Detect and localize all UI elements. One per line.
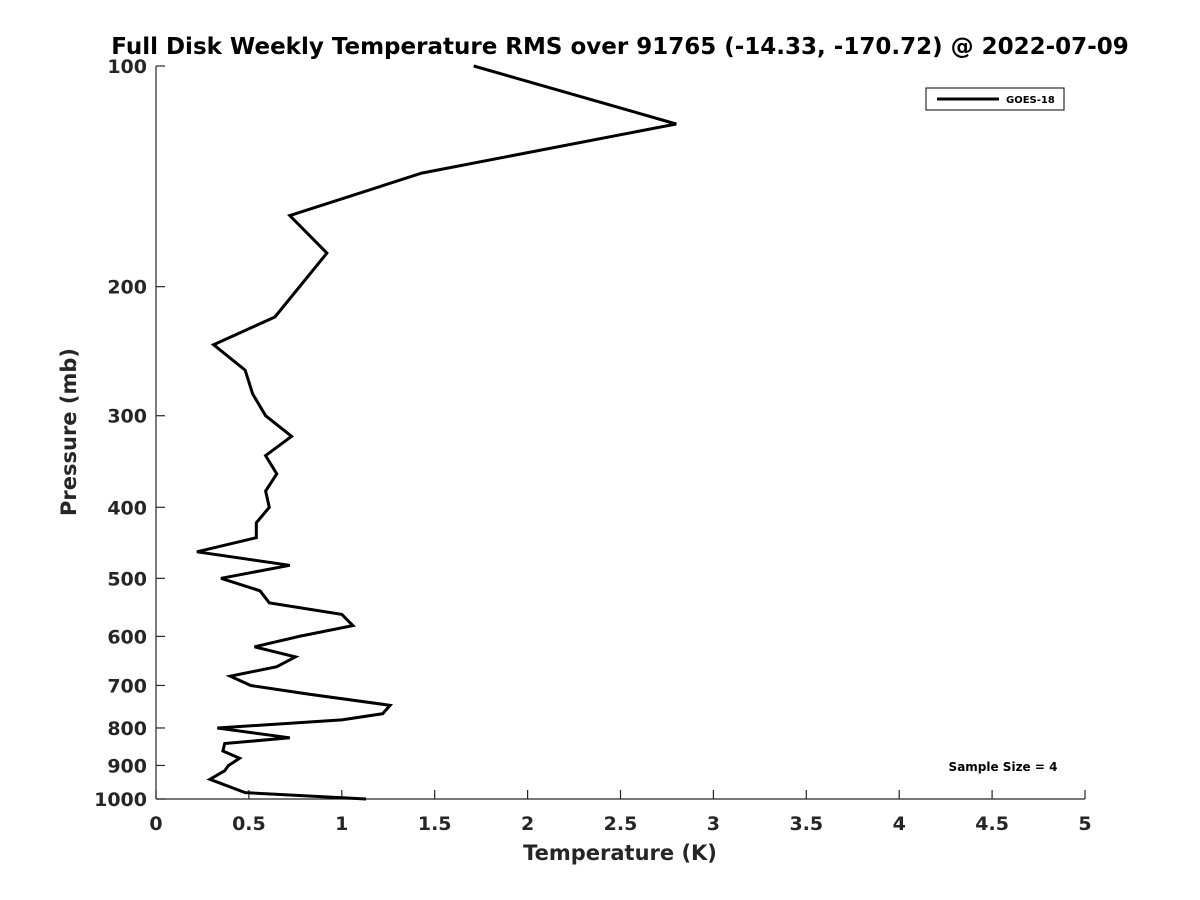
- x-tick-label: 2: [521, 813, 534, 835]
- y-tick-label: 800: [107, 718, 147, 740]
- y-tick-label: 100: [107, 56, 147, 78]
- x-tick-label: 3: [707, 813, 720, 835]
- y-tick-label: 700: [107, 675, 147, 697]
- x-tick-label: 4: [893, 813, 906, 835]
- x-tick-label: 1.5: [418, 813, 452, 835]
- y-tick-label: 600: [107, 626, 147, 648]
- x-axis-label: Temperature (K): [523, 841, 717, 865]
- series-group: [196, 64, 677, 801]
- x-tick-label: 3.5: [789, 813, 823, 835]
- y-tick-label: 1000: [94, 789, 147, 811]
- x-tick-label: 4.5: [975, 813, 1009, 835]
- x-tick-label: 2.5: [604, 813, 638, 835]
- x-tick-label: 0.5: [232, 813, 266, 835]
- x-tick-label: 1: [335, 813, 348, 835]
- y-tick-label: 200: [107, 277, 147, 299]
- legend: GOES-18: [925, 87, 1065, 111]
- y-tick-label: 400: [107, 497, 147, 519]
- axes: 0 0.5 1 1.5 2 2.5 3 3.5 4 4.5 5 100 200 300 400 500 600 7…: [94, 56, 1092, 835]
- y-tick-label: 300: [107, 406, 147, 428]
- y-tick-label: 900: [107, 755, 147, 777]
- y-axis-label: Pressure (mb): [57, 348, 81, 516]
- legend-label-goes-18: GOES-18: [1006, 95, 1055, 106]
- y-tick-label: 500: [107, 568, 147, 590]
- chart-title: Full Disk Weekly Temperature RMS over 91…: [111, 34, 1129, 60]
- sample-size-annotation: Sample Size = 4: [949, 760, 1058, 774]
- x-tick-label: 0: [149, 813, 162, 835]
- x-tick-label: 5: [1078, 813, 1091, 835]
- series-line-goes-18: [196, 64, 677, 801]
